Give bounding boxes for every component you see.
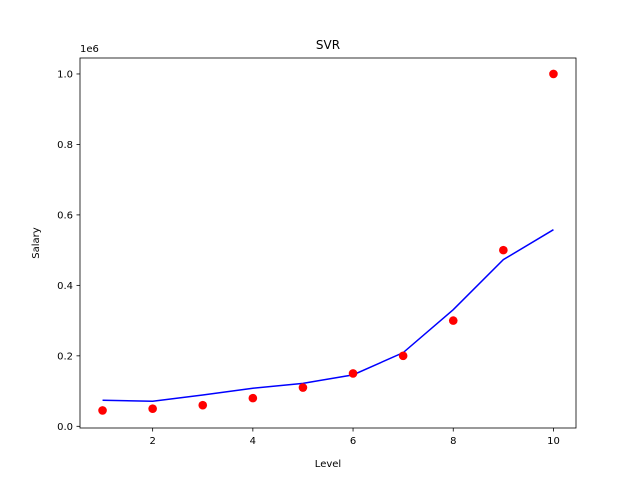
svr-prediction-line [102,229,554,403]
data-point [98,406,107,415]
line-layer [102,229,554,403]
chart-title: SVR [316,38,340,52]
x-axis: 2 4 6 8 10 [149,428,560,447]
plot-area [80,58,576,428]
data-point [398,351,408,361]
data-point [148,404,157,413]
y-axis: 0.0 0.2 0.4 0.6 0.8 1.0 [57,69,80,433]
y-tick-label: 0.0 [57,422,73,433]
y-tick-label: 0.6 [57,210,73,221]
y-offset-label: 1e6 [80,44,99,55]
point-layer [98,69,558,415]
y-tick-label: 0.8 [57,140,73,151]
data-point [448,316,458,325]
x-tick-label: 6 [350,436,356,447]
x-tick-label: 2 [149,436,155,447]
data-point [499,245,508,255]
y-tick-label: 0.4 [57,281,73,292]
y-tick-label: 1.0 [57,69,73,80]
data-point [549,69,558,79]
y-tick-label: 0.2 [57,351,73,362]
data-point [198,400,208,410]
x-tick-label: 8 [450,436,456,447]
x-tick-label: 10 [547,436,560,447]
data-point [248,393,258,403]
data-point [298,383,308,392]
x-tick-label: 4 [250,436,256,447]
x-axis-label: Level [315,459,341,470]
plot-frame [79,57,577,429]
data-point [348,369,358,378]
y-axis-label: Salary [31,227,42,258]
